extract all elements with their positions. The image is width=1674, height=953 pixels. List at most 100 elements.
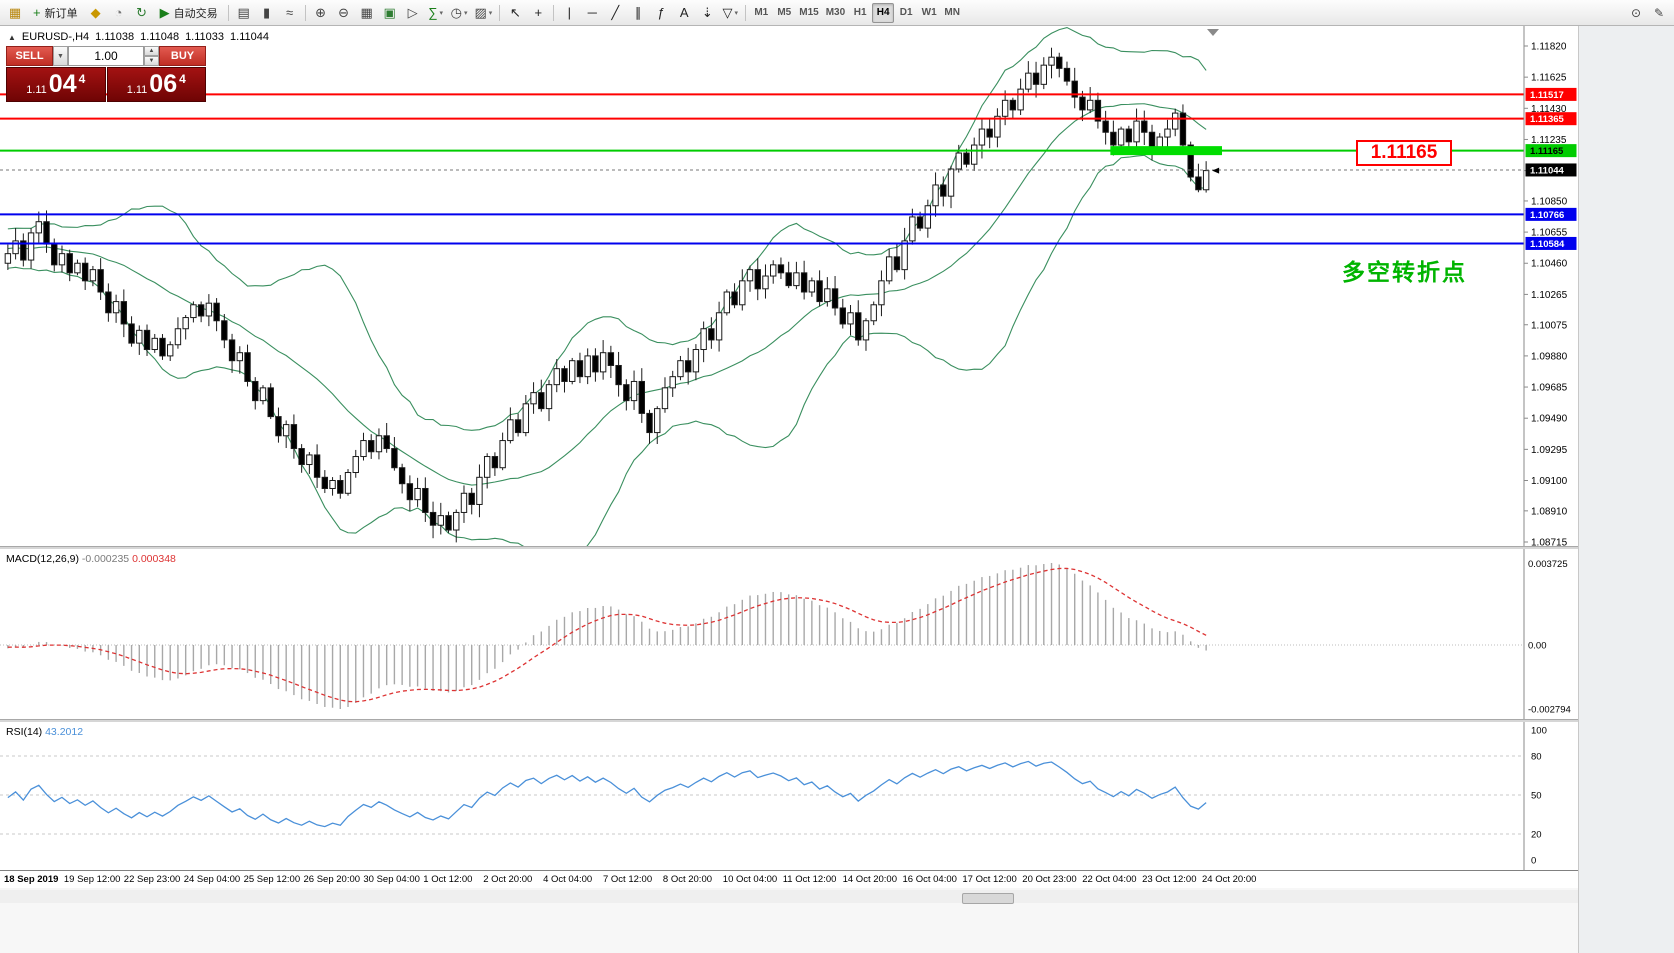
svg-text:0: 0 bbox=[1531, 856, 1536, 867]
horizontal-scrollbar-thumb[interactable] bbox=[962, 893, 1014, 904]
cursor-icon[interactable]: ↖ bbox=[509, 5, 521, 20]
volume-up-icon[interactable]: ▲ bbox=[144, 46, 159, 56]
charts-icon[interactable]: ▦ bbox=[8, 5, 22, 20]
line-chart-icon[interactable]: ≈ bbox=[286, 5, 294, 20]
time-axis[interactable]: 18 Sep 2019 19 Sep 12:00 22 Sep 23:00 24 Se… bbox=[0, 870, 1578, 888]
buy-price-prefix: 1.11 bbox=[126, 83, 148, 96]
crosshair-icon[interactable]: + bbox=[534, 5, 543, 20]
svg-text:1.11820: 1.11820 bbox=[1531, 42, 1567, 53]
time-label: 4 Oct 04:00 bbox=[543, 874, 593, 885]
rsi-line bbox=[7, 760, 1207, 828]
arrows-icon[interactable]: ⇣ bbox=[701, 5, 713, 20]
price-chart[interactable]: 1.118201.116251.114301.112351.110401.108… bbox=[0, 26, 1674, 546]
fibonacci-icon[interactable]: ƒ bbox=[657, 5, 665, 20]
zoom-out-icon[interactable]: ⊖ bbox=[338, 5, 350, 20]
annotation-text[interactable]: 多空转折点 bbox=[1342, 259, 1467, 285]
volume-input[interactable] bbox=[68, 46, 144, 66]
shapes-icon[interactable]: ▽ ▾ bbox=[722, 5, 739, 20]
rsi-label: RSI(14) 43.2012 bbox=[6, 726, 83, 738]
sell-price-big: 04 bbox=[48, 70, 77, 98]
timeframe-m5[interactable]: M5 bbox=[777, 7, 792, 18]
low-value: 1.11033 bbox=[185, 31, 225, 43]
rsi-levels bbox=[0, 755, 1524, 835]
candlestick-chart-icon[interactable]: ▮ bbox=[263, 5, 271, 20]
trendline-icon[interactable]: ╱ bbox=[611, 5, 620, 20]
order-type-dropdown-icon[interactable]: ▼ bbox=[53, 46, 68, 66]
collapse-one-click-icon[interactable]: ▲ bbox=[8, 32, 16, 42]
timeframe-h1[interactable]: H1 bbox=[853, 7, 867, 18]
time-label: 23 Oct 12:00 bbox=[1142, 874, 1197, 885]
time-label: 26 Sep 20:00 bbox=[303, 874, 361, 885]
macd-scale[interactable]: 0.003725 0.00 -0.002794 bbox=[1523, 549, 1571, 719]
open-value: 1.11038 bbox=[95, 31, 135, 43]
buy-price-button[interactable]: 1.11 06 4 bbox=[106, 67, 206, 102]
svg-text:1.11365: 1.11365 bbox=[1530, 114, 1565, 125]
chart-shift-icon[interactable]: ▷ bbox=[407, 5, 418, 20]
svg-text:0.003725: 0.003725 bbox=[1528, 559, 1568, 570]
high-value: 1.11048 bbox=[140, 31, 180, 43]
zoom-in-icon[interactable]: ⊕ bbox=[315, 5, 327, 20]
svg-text:1.10584: 1.10584 bbox=[1530, 239, 1565, 250]
svg-text:1.09880: 1.09880 bbox=[1531, 351, 1568, 362]
templates-icon[interactable]: ▨ ▾ bbox=[474, 5, 493, 20]
channel-icon[interactable]: ∥ bbox=[635, 5, 642, 20]
svg-text:1.11044: 1.11044 bbox=[1530, 165, 1565, 176]
panel-separator[interactable] bbox=[0, 546, 1578, 549]
timeframe-m30[interactable]: M30 bbox=[825, 7, 846, 18]
one-click-trading-panel: SELL ▼ ▲ ▼ BUY 1.11 04 4 1.11 06 4 bbox=[6, 46, 206, 102]
timeframe-d1[interactable]: D1 bbox=[899, 7, 913, 18]
volume-stepper: ▲ ▼ bbox=[144, 46, 159, 66]
timeframe-h4[interactable]: H4 bbox=[872, 2, 895, 23]
horizontal-line-icon[interactable]: ─ bbox=[587, 5, 597, 20]
history-center-icon[interactable]: ◔ bbox=[114, 5, 123, 20]
toolbar-separator bbox=[499, 4, 501, 21]
chart-ohlc-readout: ▲ EURUSD-,H4 1.11038 1.11048 1.11033 1.1… bbox=[8, 31, 269, 43]
sell-price-button[interactable]: 1.11 04 4 bbox=[6, 67, 106, 102]
support-highlight[interactable] bbox=[1110, 146, 1222, 156]
chart-shift-marker bbox=[1207, 29, 1219, 36]
macd-panel[interactable]: MACD(12,26,9) -0.000235 0.000348 0.003725… bbox=[0, 549, 1674, 719]
svg-text:1.11165: 1.11165 bbox=[1530, 146, 1564, 157]
periods-icon[interactable]: ◷ ▾ bbox=[450, 5, 468, 20]
svg-text:1.08715: 1.08715 bbox=[1531, 538, 1568, 547]
svg-text:1.10766: 1.10766 bbox=[1530, 210, 1564, 221]
timeframe-m1[interactable]: M1 bbox=[754, 7, 769, 18]
indicators-icon[interactable]: ∑ ▾ bbox=[428, 5, 443, 20]
macd-signal-line bbox=[7, 567, 1207, 703]
search-icon[interactable]: ⊙ bbox=[1630, 5, 1642, 20]
tile-windows-icon[interactable]: ▦ bbox=[360, 5, 373, 20]
bar-chart-icon[interactable]: ▤ bbox=[237, 5, 250, 20]
timeframe-mn[interactable]: MN bbox=[944, 7, 960, 18]
timeframe-w1[interactable]: W1 bbox=[921, 7, 937, 18]
rsi-scale[interactable]: 100 80 50 20 0 bbox=[1523, 722, 1547, 870]
metaeditor-icon[interactable]: ✎ bbox=[1653, 5, 1665, 20]
toolbar-separator bbox=[304, 4, 306, 21]
price-callout-box[interactable]: 1.11165 bbox=[1356, 140, 1452, 166]
vertical-line-icon[interactable]: | bbox=[567, 5, 571, 20]
sell-button[interactable]: SELL bbox=[6, 46, 53, 66]
horizontal-scrollbar-track[interactable] bbox=[0, 890, 1578, 904]
autotrading-button[interactable]: ▶ 自动交易 bbox=[159, 5, 218, 20]
last-price-marker bbox=[1212, 167, 1220, 174]
svg-text:1.10265: 1.10265 bbox=[1531, 290, 1568, 301]
expert-advisors-icon[interactable]: ◆ bbox=[90, 5, 101, 20]
svg-text:1.09295: 1.09295 bbox=[1531, 445, 1568, 456]
refresh-icon[interactable]: ↻ bbox=[136, 5, 148, 20]
arrange-windows-icon[interactable]: ▣ bbox=[383, 5, 396, 20]
text-icon[interactable]: A bbox=[679, 5, 689, 20]
price-scale[interactable]: 1.118201.116251.114301.112351.110401.108… bbox=[1523, 26, 1577, 547]
svg-text:1.11625: 1.11625 bbox=[1531, 73, 1567, 84]
svg-text:-0.002794: -0.002794 bbox=[1528, 705, 1571, 716]
price-lines[interactable] bbox=[0, 93, 1524, 245]
buy-button[interactable]: BUY bbox=[159, 46, 206, 66]
time-label: 20 Oct 23:00 bbox=[1022, 874, 1077, 885]
panel-separator[interactable] bbox=[0, 719, 1578, 722]
new-order-button[interactable]: + 新订单 bbox=[33, 5, 78, 20]
time-label: 2 Oct 20:00 bbox=[483, 874, 533, 885]
svg-text:50: 50 bbox=[1531, 791, 1542, 802]
timeframe-m15[interactable]: M15 bbox=[799, 7, 819, 18]
rsi-panel[interactable]: RSI(14) 43.2012 100 80 50 20 0 bbox=[0, 722, 1674, 870]
volume-down-icon[interactable]: ▼ bbox=[144, 56, 159, 66]
buy-price-big: 06 bbox=[149, 70, 178, 98]
svg-text:1.10075: 1.10075 bbox=[1531, 320, 1568, 331]
